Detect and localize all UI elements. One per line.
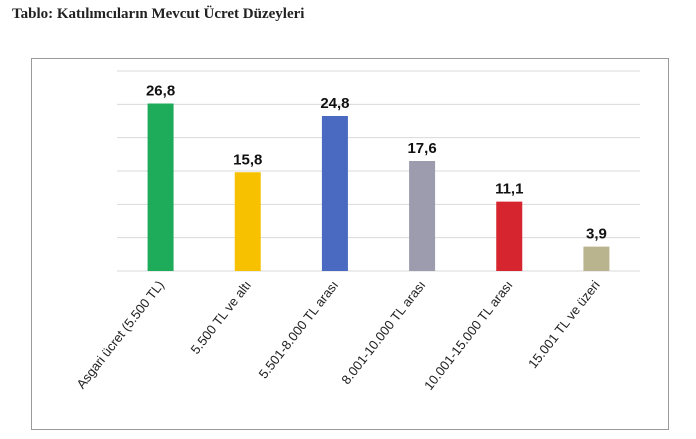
category-labels: Asgari ücret (5.500 TL) 5.500 TL ve altı 5…	[73, 278, 602, 393]
value-label-6: 3,9	[586, 226, 607, 243]
category-label-2: 5.500 TL ve altı	[188, 278, 255, 357]
gridlines	[117, 70, 640, 272]
value-label-1: 26,8	[146, 83, 175, 100]
category-label-6: 15.001 TL ve üzeri	[525, 278, 603, 372]
category-label-3: 5.501-8.000 TL arası	[256, 278, 342, 382]
bar-1	[147, 103, 174, 271]
value-labels: 26,8 15,8 24,8 17,6 11,1 3,9	[146, 83, 607, 243]
value-label-2: 15,8	[233, 151, 262, 168]
value-label-3: 24,8	[320, 95, 349, 112]
bars	[147, 103, 610, 271]
page-title: Tablo: Katılımcıların Mevcut Ücret Düzey…	[12, 6, 305, 22]
bar-4	[409, 161, 436, 271]
bar-5	[496, 201, 523, 271]
bar-3	[321, 116, 348, 271]
bar-6	[583, 246, 610, 271]
value-label-5: 11,1	[495, 181, 523, 198]
category-label-4: 8.001-10.000 TL arası	[338, 278, 428, 387]
category-label-1: Asgari ücret (5.500 TL)	[73, 278, 167, 392]
bar-2	[234, 172, 261, 271]
chart-frame	[31, 58, 669, 430]
value-label-4: 17,6	[407, 140, 436, 157]
category-label-5: 10.001-15.000 TL arası	[421, 278, 516, 393]
